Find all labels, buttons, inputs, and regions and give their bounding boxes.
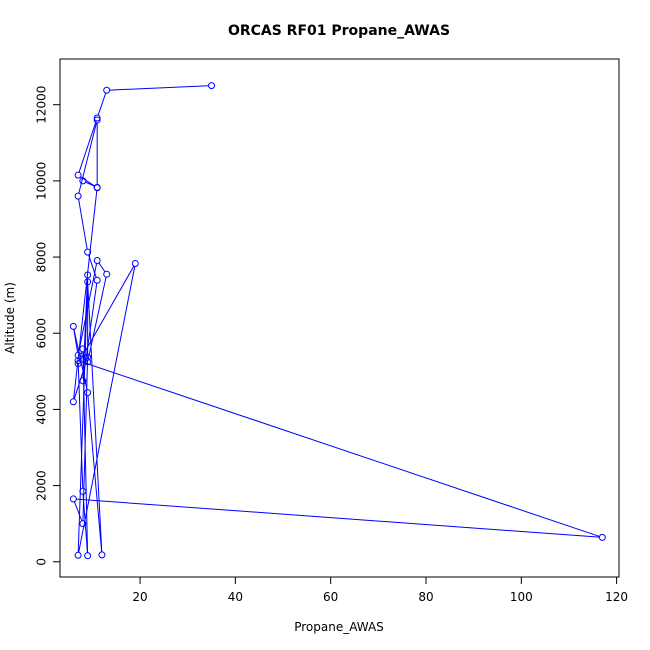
data-point [98, 551, 106, 559]
data-point [84, 353, 92, 361]
data-point [84, 271, 92, 279]
series-segment [87, 284, 103, 552]
series-segment [85, 181, 95, 187]
data-point [84, 389, 92, 397]
data-point [131, 260, 139, 268]
data-point [74, 357, 82, 365]
data-point [93, 276, 101, 284]
y-tick-label: 10000 [35, 162, 49, 200]
series-segment [97, 92, 107, 116]
y-tick-label: 2000 [35, 470, 49, 501]
data-point [93, 256, 101, 264]
series-segment [87, 395, 103, 552]
y-tick-label: 6000 [35, 318, 49, 349]
data-point [208, 82, 216, 90]
data-point [84, 552, 92, 560]
data-point [84, 358, 92, 366]
y-axis: 0 2000 4000 6000 8000 10000 12000 [35, 86, 61, 566]
series-segment [73, 501, 83, 522]
series-segment [77, 284, 89, 553]
data-point [79, 520, 87, 528]
x-tick-label: 20 [132, 590, 147, 604]
series-segment [80, 361, 600, 537]
data-point [84, 248, 92, 256]
data-point [74, 192, 82, 200]
series-segment [78, 351, 83, 362]
data-point [84, 278, 92, 286]
data-point [74, 171, 82, 179]
data-point [74, 551, 82, 559]
data-point [74, 360, 82, 368]
series-segment [78, 198, 88, 250]
y-tick-label: 8000 [35, 242, 49, 273]
series-segment [76, 498, 600, 538]
data-point [79, 345, 87, 353]
data-point [598, 533, 606, 541]
x-tick-label: 40 [228, 590, 243, 604]
series-segment [79, 265, 135, 362]
series-segment [78, 122, 97, 194]
chart-title: ORCAS RF01 Propane_AWAS [228, 23, 450, 39]
y-tick-label: 4000 [35, 394, 49, 425]
data-point [79, 487, 87, 495]
data-point [74, 351, 82, 359]
data-series [69, 82, 606, 560]
y-tick-label: 0 [35, 558, 49, 566]
x-tick-label: 120 [605, 590, 628, 604]
series-segment [78, 120, 97, 173]
y-axis-label: Altitude (m) [3, 282, 17, 354]
series-segment [78, 263, 98, 353]
x-axis-label: Propane_AWAS [294, 620, 384, 634]
data-point [93, 183, 101, 191]
series-segment [78, 266, 136, 553]
data-point [103, 86, 111, 94]
y-tick-label: 12000 [35, 86, 49, 124]
data-point [103, 270, 111, 278]
data-point [79, 177, 87, 185]
x-axis: 20 40 60 80 100 120 [132, 576, 628, 604]
x-tick-label: 100 [510, 590, 533, 604]
x-tick-label: 60 [323, 590, 338, 604]
data-point [79, 377, 87, 385]
data-point [93, 116, 101, 124]
series-segment [109, 85, 209, 91]
data-point [93, 114, 101, 122]
data-point [69, 495, 77, 503]
data-point [69, 398, 77, 406]
data-point [69, 322, 77, 330]
series-segment [98, 262, 106, 273]
x-tick-label: 80 [418, 590, 433, 604]
